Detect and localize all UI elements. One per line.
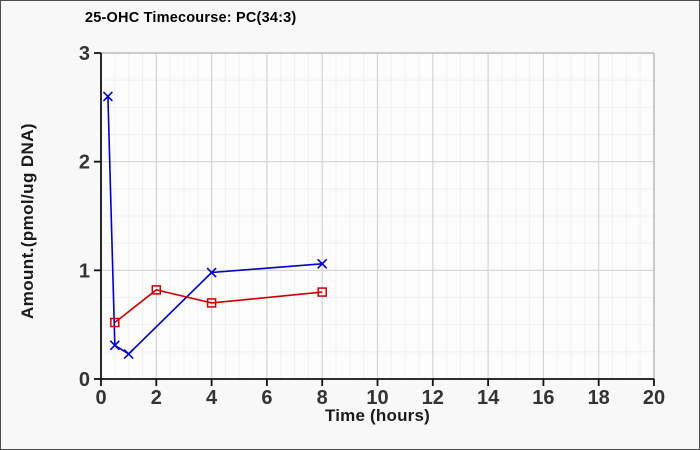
chart-title: 25-OHC Timecourse: PC(34:3): [85, 10, 297, 26]
x-tick-label: 6: [261, 387, 272, 409]
blue-series-x-marker: [206, 267, 217, 278]
red-series-square-marker: [206, 298, 217, 308]
y-tick-label: 1: [79, 260, 90, 282]
blue-series-x-marker: [109, 340, 120, 351]
x-tick-label: 8: [317, 387, 328, 409]
blue-series-x-marker: [123, 348, 134, 360]
x-axis-label: Time (hours): [324, 406, 431, 425]
red-series-line: [114, 289, 323, 324]
x-tick-label: 20: [643, 387, 665, 409]
x-tick-label: 4: [206, 387, 218, 409]
y-tick-label: 2: [79, 152, 90, 174]
y-tick-label: 3: [79, 43, 90, 65]
x-tick-label: 10: [366, 387, 388, 409]
x-tick-label: 18: [588, 387, 610, 409]
x-tick-label: 14: [477, 387, 500, 409]
blue-series-x-marker: [317, 258, 328, 269]
y-tick-label: 0: [79, 369, 90, 391]
y-axis-label: Amount.(pmol/ug DNA): [18, 123, 37, 319]
red-series-square-marker: [110, 317, 120, 328]
x-tick-label: 16: [532, 387, 554, 409]
x-tick-label: 0: [95, 387, 106, 409]
x-tick-label: 12: [422, 387, 444, 409]
red-series-square-marker: [317, 287, 327, 297]
blue-series-x-marker: [102, 91, 113, 102]
red-series-square-marker: [151, 285, 162, 295]
x-tick-label: 2: [151, 387, 162, 409]
